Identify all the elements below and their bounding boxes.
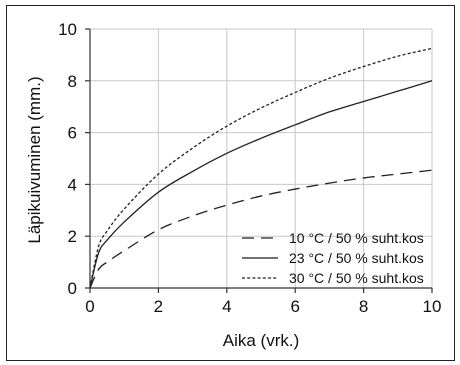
legend-label-3: 30 °C / 50 % suht.kos [289,270,424,286]
legend: 10 °C / 50 % suht.kos 23 °C / 50 % suht.k… [242,230,424,286]
y-tick-label: 6 [68,124,77,143]
series-line-3 [89,47,433,289]
x-tick-label: 10 [423,297,442,316]
x-tick-label: 2 [154,297,163,316]
y-tick-label: 10 [58,20,77,39]
x-tick-label: 4 [222,297,231,316]
series-line-2 [89,80,433,289]
y-tick-label: 4 [68,175,77,194]
chart-frame [6,5,455,361]
x-axis-title: Aika (vrk.) [223,331,300,350]
legend-entries: 10 °C / 50 % suht.kos 23 °C / 50 % suht.k… [242,230,424,286]
series-line-1 [89,169,433,289]
legend-label-1: 10 °C / 50 % suht.kos [289,230,424,246]
y-tick-label: 2 [68,227,77,246]
axes [85,28,433,293]
x-tick-label: 6 [290,297,299,316]
x-tick-label: 8 [359,297,368,316]
y-axis-title: Läpikuivuminen (mm.) [25,76,44,243]
x-tick-label: 0 [85,297,94,316]
legend-label-2: 23 °C / 50 % suht.kos [289,250,424,266]
y-tick-label: 8 [68,72,77,91]
series-lines [89,47,433,289]
tick-labels: 0 2 4 6 8 10 0 2 4 6 8 10 [58,20,441,316]
y-tick-label: 0 [68,279,77,298]
